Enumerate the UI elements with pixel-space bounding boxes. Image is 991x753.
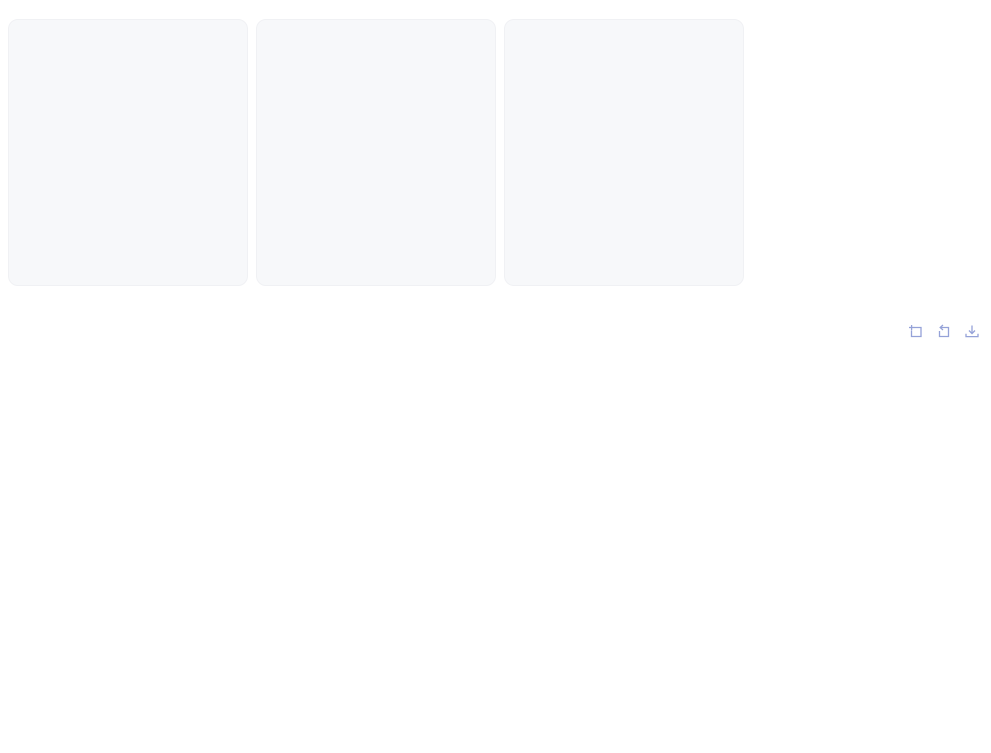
trend-chart-section (0, 317, 991, 721)
page-title (0, 0, 991, 8)
gauge-card-steam-flow (504, 19, 744, 286)
chart-legend (0, 701, 991, 721)
gauge-card-drum-level (256, 19, 496, 286)
chart-header (0, 317, 991, 357)
gauge-card-drum-pressure (8, 19, 248, 286)
zoom-box-icon[interactable] (906, 322, 925, 341)
chart-plot-area[interactable] (0, 357, 991, 693)
restore-icon[interactable] (934, 322, 953, 341)
download-icon[interactable] (962, 322, 981, 341)
gauge-steam-flow (514, 58, 734, 220)
gauge-cards-row (0, 8, 991, 286)
gauge-drum-level (266, 58, 486, 220)
chart-toolbar (906, 322, 981, 341)
gauge-drum-pressure (18, 58, 238, 220)
